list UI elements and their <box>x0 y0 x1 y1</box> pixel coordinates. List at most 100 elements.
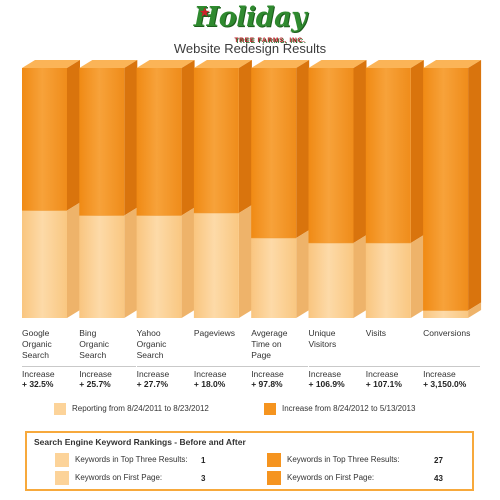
increase-word: Increase <box>193 369 227 379</box>
logo-brand-text: Holiday <box>193 2 307 33</box>
category-label-line: Organic <box>22 339 52 349</box>
category-label: Visits <box>366 328 426 339</box>
bar-side-reporting <box>296 230 310 318</box>
legend-label-increase: Increase from 8/24/2012 to 5/13/2013 <box>282 404 416 414</box>
kw-before-top-three-label: Keywords in Top Three Results: <box>75 455 188 465</box>
bar-side-reporting <box>410 235 424 318</box>
category-label-line: Visitors <box>308 339 337 349</box>
kw-swatch-dark <box>267 453 281 467</box>
keyword-rankings-title: Search Engine Keyword Rankings - Before … <box>34 437 246 447</box>
increase-value: + 97.8% <box>251 379 283 389</box>
bar-top-cap <box>423 60 482 68</box>
category-label: Pageviews <box>194 328 254 339</box>
bar-segment-reporting <box>251 238 297 318</box>
bar-segment-reporting <box>423 310 469 318</box>
category-label-line: Page <box>251 350 272 360</box>
increase-value: + 32.5% <box>22 379 54 389</box>
bar-top-cap <box>136 60 195 68</box>
kw-before-first-page: Keywords on First Page: <box>55 471 162 485</box>
increase-value: + 25.7% <box>79 379 111 389</box>
logo-subtitle-text: TREE FARMS, INC. <box>234 37 306 44</box>
increase-word: Increase <box>423 369 456 379</box>
category-label-line: Bing <box>79 328 97 338</box>
bar-top-cap <box>22 60 80 68</box>
bar-segment-reporting <box>365 243 411 318</box>
increase-value: + 106.9% <box>308 379 345 389</box>
category-label-line: Organic <box>79 339 110 349</box>
category-label-line: Search <box>136 350 164 360</box>
increase-divider <box>251 366 309 367</box>
bar-segment-reporting <box>193 213 239 318</box>
bar-top-cap <box>365 60 424 68</box>
bar-segment-increase <box>308 68 354 243</box>
kw-before-top-three-value: 1 <box>201 456 206 465</box>
kw-after-first-page: Keywords on First Page: <box>267 471 374 485</box>
increase-value: + 27.7% <box>136 379 169 389</box>
category-label-line: Organic <box>136 339 167 349</box>
kw-after-first-page-value: 43 <box>434 474 443 483</box>
kw-after-top-three: Keywords in Top Three Results: <box>267 453 400 467</box>
bar-side-increase <box>296 60 310 238</box>
increase-word: Increase <box>136 369 170 379</box>
kw-swatch-dark <box>267 471 281 485</box>
bar-side-increase <box>124 60 138 216</box>
legend-swatch-light <box>54 403 66 415</box>
kw-after-top-three-label: Keywords in Top Three Results: <box>287 455 400 465</box>
bar-segment-reporting <box>136 215 182 318</box>
category-label: Google Organic Search <box>22 328 82 361</box>
increase-word: Increase <box>251 369 284 379</box>
category-label: Bing Organic Search <box>79 328 139 361</box>
bar-side-increase <box>181 60 195 216</box>
bar-side-increase <box>468 60 482 311</box>
bar-top-cap <box>79 60 138 68</box>
star-icon: ★ <box>199 6 210 19</box>
kw-after-top-three-value: 27 <box>434 456 443 465</box>
bar-side-increase <box>67 60 80 211</box>
category-label-line: Search <box>22 350 49 360</box>
bar-side-reporting <box>67 202 80 318</box>
kw-before-top-three: Keywords in Top Three Results: <box>55 453 188 467</box>
stacked-bar-chart <box>22 60 482 318</box>
bar-side-increase <box>353 60 367 243</box>
increase-word: Increase <box>365 369 399 379</box>
bar-side-reporting <box>238 205 252 318</box>
category-label-line: Conversions <box>423 328 471 338</box>
category-label-line: Visits <box>365 328 386 338</box>
category-label: Conversions <box>423 328 483 339</box>
category-label-line: Pageviews <box>193 328 235 338</box>
category-label-line: Time on <box>251 339 282 349</box>
bar-segment-increase <box>136 68 182 216</box>
increase-divider <box>22 366 79 367</box>
keyword-rankings-box: Search Engine Keyword Rankings - Before … <box>25 431 474 491</box>
category-label: Yahoo Organic Search <box>137 328 197 361</box>
increase-value: + 3,150.0% <box>423 379 467 389</box>
category-label: Unique Visitors <box>309 328 369 350</box>
increase-divider <box>193 366 251 367</box>
legend-label-reporting: Reporting from 8/24/2011 to 8/23/2012 <box>72 404 209 414</box>
kw-before-first-page-value: 3 <box>201 474 206 483</box>
category-label-line: Unique <box>308 328 336 338</box>
holiday-tree-farms-logo: ★ Holiday TREE FARMS, INC. <box>0 4 500 55</box>
legend-item-increase: Increase from 8/24/2012 to 5/13/2013 <box>264 403 415 415</box>
increase-value: + 18.0% <box>193 379 226 389</box>
increase-divider <box>423 366 481 367</box>
increase-word: Increase <box>79 369 112 379</box>
category-label-line: Search <box>79 350 107 360</box>
bar-segment-increase <box>251 68 297 238</box>
category-label-line: Avgerage <box>251 328 288 338</box>
kw-before-first-page-label: Keywords on First Page: <box>75 473 163 483</box>
bar-side-increase <box>410 60 424 243</box>
increase-word: Increase <box>22 369 55 379</box>
bar-segment-reporting <box>79 215 125 318</box>
increase-divider <box>136 366 194 367</box>
increase-divider <box>308 366 366 367</box>
bar-side-reporting <box>353 235 367 318</box>
bar-top-cap <box>251 60 310 68</box>
increase-word: Increase <box>308 369 342 379</box>
bar-segment-increase <box>79 68 125 216</box>
bar-segment-increase <box>193 68 239 213</box>
increase-divider <box>365 366 423 367</box>
bar-top-cap <box>193 60 252 68</box>
kw-swatch-light <box>55 471 69 485</box>
chart-title: Website Redesign Results <box>173 41 327 56</box>
